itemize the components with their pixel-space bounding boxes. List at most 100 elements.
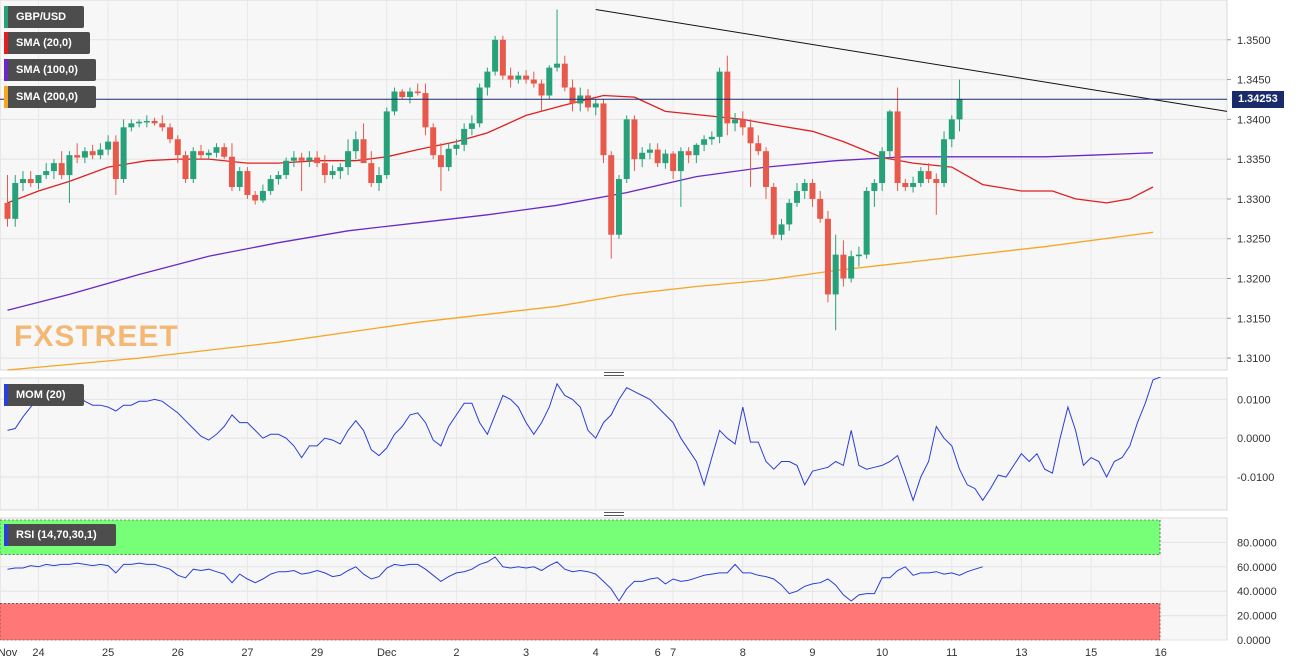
- candle-body: [677, 151, 684, 172]
- candle-body: [182, 155, 189, 180]
- candle-body: [693, 144, 700, 156]
- candle-body: [376, 175, 383, 184]
- candle-body: [824, 218, 831, 295]
- legend-mom-label: MOM (20): [16, 389, 66, 401]
- candle-body: [298, 157, 305, 161]
- legend-pair-label: GBP/USD: [16, 11, 67, 23]
- x-tick-label: 4: [593, 647, 599, 659]
- sma200-line: [7, 231, 1154, 371]
- candle-body: [879, 151, 886, 184]
- candle-body: [778, 224, 785, 235]
- candle-body: [368, 163, 375, 184]
- legend-sma200[interactable]: SMA (200,0): [4, 86, 96, 108]
- x-tick-label: 6: [655, 647, 661, 659]
- candle-body: [871, 183, 878, 191]
- legend-sma20-swatch: [4, 32, 8, 54]
- candle-body: [855, 254, 862, 257]
- candle-body: [430, 127, 437, 156]
- candle-body: [406, 91, 413, 98]
- pane-divider[interactable]: [0, 371, 1300, 377]
- momentum-pane-frame: [0, 377, 1228, 511]
- candle-body: [863, 190, 870, 255]
- rsi-line: [7, 556, 983, 602]
- candle-body: [259, 190, 266, 201]
- candle-body: [917, 171, 924, 184]
- candle-body: [708, 136, 715, 140]
- rsi-oversold-zone: [0, 603, 1161, 641]
- x-tick-label: 24: [32, 647, 44, 659]
- candle-body: [12, 183, 19, 219]
- candlestick-series: [4, 9, 963, 331]
- legend-sma20[interactable]: SMA (20,0): [4, 32, 90, 54]
- candle-body: [198, 151, 204, 156]
- x-tick-label: 3: [523, 647, 529, 659]
- candle-body: [739, 119, 746, 128]
- legend-mom-swatch: [4, 384, 8, 406]
- candle-body: [639, 152, 646, 160]
- candle-body: [600, 103, 607, 156]
- candle-body: [685, 151, 692, 156]
- x-tick-label: 27: [241, 647, 253, 659]
- candle-body: [321, 163, 328, 176]
- candle-body: [19, 179, 26, 184]
- candle-body: [244, 171, 251, 195]
- x-tick-label: 11: [946, 647, 957, 659]
- candle-body: [832, 254, 839, 295]
- legend-pair[interactable]: GBP/USD: [4, 6, 84, 28]
- candle-body: [252, 194, 259, 201]
- candle-body: [4, 202, 11, 219]
- candle-body: [716, 71, 723, 137]
- candle-body: [112, 141, 119, 180]
- candle-body: [561, 63, 568, 88]
- candle-body: [345, 151, 352, 168]
- x-tick-label: 26: [172, 647, 184, 659]
- candle-body: [585, 95, 591, 108]
- candle-body: [747, 127, 754, 144]
- candle-body: [623, 119, 630, 180]
- candle-body: [74, 155, 81, 158]
- candle-body: [213, 147, 220, 153]
- candle-body: [910, 183, 917, 187]
- candle-body: [941, 139, 948, 184]
- pane-divider[interactable]: [0, 511, 1300, 517]
- mom-tick-label: 0.0100: [1237, 394, 1271, 406]
- candle-body: [484, 71, 491, 88]
- candle-body: [267, 179, 274, 191]
- legend-sma100[interactable]: SMA (100,0): [4, 59, 96, 81]
- legend-sma100-label: SMA (100,0): [16, 64, 78, 76]
- candle-body: [236, 171, 243, 187]
- candle-body: [956, 99, 963, 120]
- legend-sma20-label: SMA (20,0): [16, 37, 72, 49]
- candle-body: [391, 91, 398, 112]
- candle-body: [290, 157, 297, 161]
- candle-body: [445, 148, 452, 168]
- candle-body: [306, 157, 313, 161]
- rsi-tick-label: 40.0000: [1237, 586, 1277, 598]
- candle-body: [468, 123, 475, 129]
- candle-body: [724, 71, 731, 124]
- candle-body: [801, 183, 808, 191]
- x-tick-label: 29: [311, 647, 323, 659]
- legend-mom[interactable]: MOM (20): [4, 384, 84, 406]
- legend-rsi[interactable]: RSI (14,70,30,1): [4, 524, 116, 546]
- candle-body: [902, 183, 909, 187]
- candle-body: [105, 141, 112, 150]
- legend-pair-swatch: [4, 6, 8, 28]
- axes: 1.3500 1.3450 1.3400 1.3350 1.3300 1.3250 1.32…: [0, 35, 1277, 659]
- candle-body: [515, 75, 522, 80]
- candle-body: [221, 147, 228, 157]
- candle-body: [383, 111, 390, 176]
- candle-body: [770, 186, 777, 235]
- candle-body: [631, 119, 638, 160]
- candle-body: [143, 120, 150, 123]
- candle-body: [786, 202, 793, 225]
- rsi-path: [7, 556, 983, 602]
- price-tick-label: 1.3150: [1237, 313, 1271, 325]
- candle-body: [283, 160, 290, 176]
- candle-body: [608, 155, 615, 235]
- candle-body: [89, 151, 96, 156]
- pane-dividers[interactable]: [0, 371, 1300, 517]
- price-tick-label: 1.3100: [1237, 353, 1271, 365]
- x-tick-label: 16: [1155, 647, 1167, 659]
